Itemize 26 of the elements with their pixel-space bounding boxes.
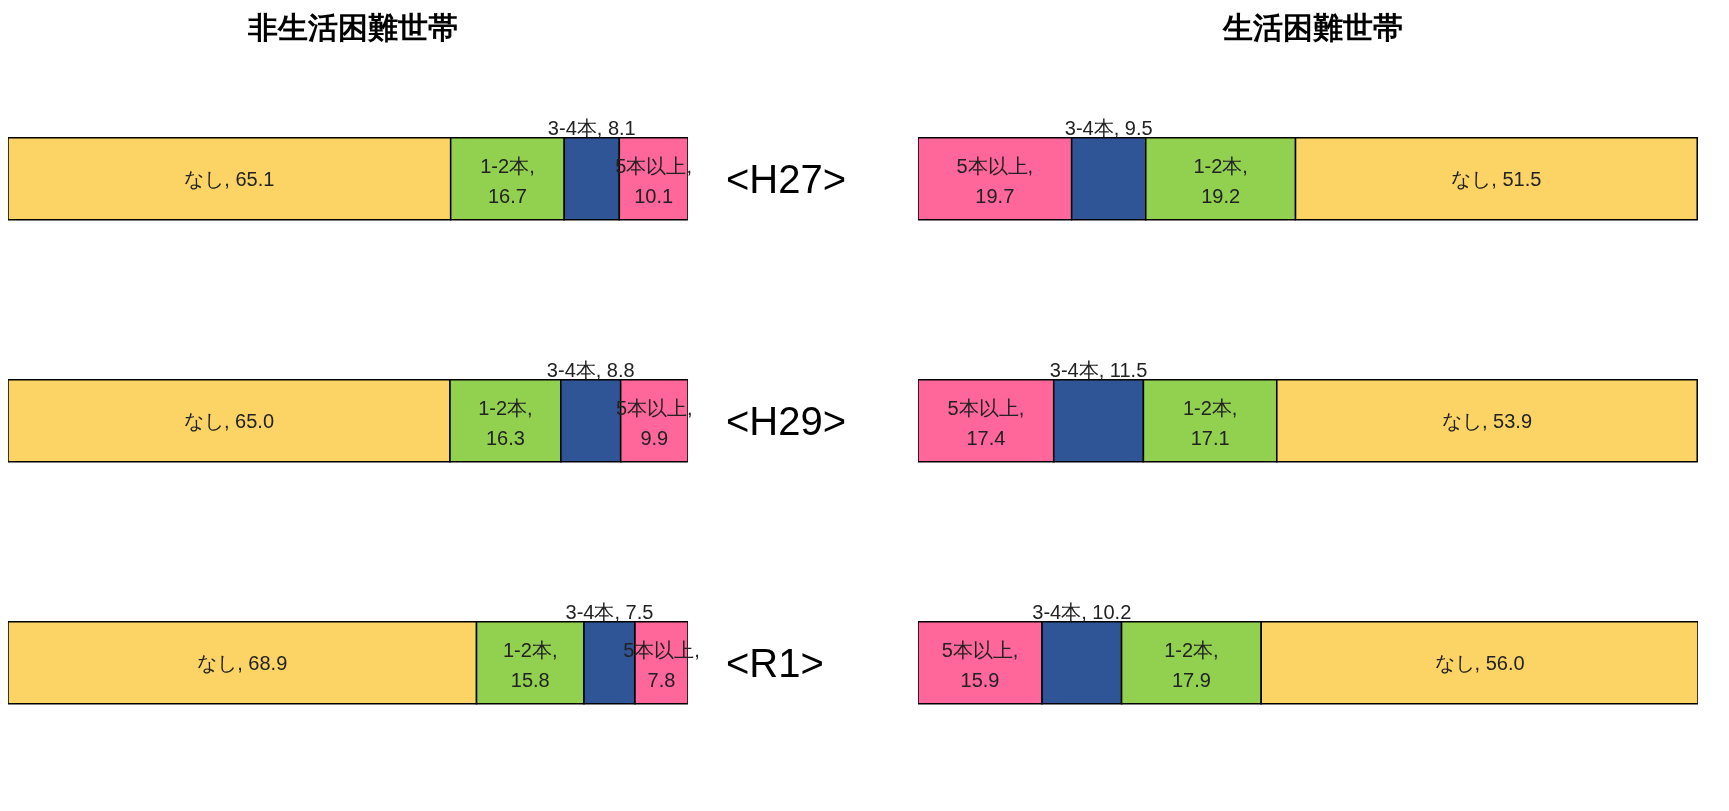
chart-title: 非生活困難世帯: [247, 10, 459, 46]
data-label: 3-4本, 9.5: [1064, 116, 1153, 139]
data-label: なし, 51.5: [1451, 167, 1542, 190]
data-label: 3-4本, 8.8: [546, 358, 635, 381]
data-label: なし, 65.1: [184, 167, 275, 190]
data-label: なし, 68.9: [197, 651, 288, 674]
data-label: 1-2本, 16.7: [480, 154, 535, 207]
data-label: 1-2本, 15.8: [503, 638, 558, 691]
data-label: 5本以上, 17.4: [947, 396, 1025, 449]
data-label: 3-4本, 11.5: [1049, 358, 1148, 381]
data-label: 3-4本, 8.1: [547, 116, 636, 139]
data-label: 3-4本, 10.2: [1032, 600, 1132, 623]
y-tick-label: <H29>: [726, 399, 847, 444]
data-label: 5本以上, 19.7: [956, 154, 1034, 207]
data-label: なし, 53.9: [1441, 409, 1533, 432]
data-label: 1-2本, 17.9: [1164, 638, 1219, 691]
data-label: 3-4本, 7.5: [565, 600, 654, 623]
data-label: 1-2本, 17.1: [1182, 396, 1238, 449]
data-label: 5本以上, 15.9: [941, 638, 1019, 691]
y-tick-label: <H27>: [726, 157, 847, 202]
data-label: なし, 56.0: [1434, 651, 1525, 674]
data-label: 1-2本, 19.2: [1193, 154, 1248, 207]
chart-title: 生活困難世帯: [1221, 10, 1404, 46]
data-label: 1-2本, 16.3: [478, 396, 533, 449]
y-tick-label: <R1>: [726, 641, 824, 686]
data-label: なし, 65.0: [183, 409, 275, 432]
